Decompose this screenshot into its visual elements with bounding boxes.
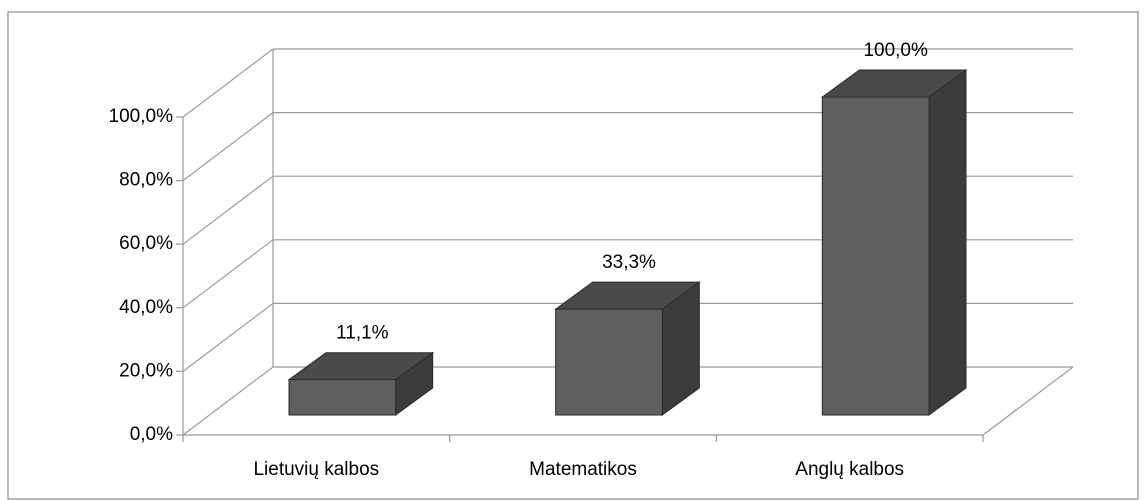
x-tick-label: Lietuvių kalbos	[253, 459, 379, 480]
bar	[555, 308, 663, 416]
grid-line-side	[182, 112, 274, 182]
floor-right	[982, 366, 1074, 436]
bar-side	[928, 69, 967, 416]
chart-frame	[7, 11, 1139, 500]
x-tick-label: Anglų kalbos	[795, 459, 904, 480]
grid-line-side	[182, 366, 274, 436]
y-tick-label: 20,0%	[119, 360, 173, 381]
y-tick-label: 100,0%	[109, 106, 174, 127]
grid-line-side	[182, 175, 274, 245]
bar	[821, 96, 930, 416]
grid-line-side	[182, 48, 274, 118]
grid-line-side	[182, 302, 274, 372]
bar	[288, 379, 397, 416]
y-tick-label: 80,0%	[119, 170, 173, 191]
data-label: 33,3%	[602, 252, 656, 273]
data-label: 11,1%	[336, 323, 389, 344]
y-tick-label: 40,0%	[119, 297, 173, 318]
grid-line-side	[182, 239, 274, 309]
y-tick-label: 60,0%	[119, 233, 173, 254]
x-tick-label: Matematikos	[529, 459, 637, 480]
y-tick-label: 0,0%	[130, 424, 173, 445]
data-label: 100,0%	[863, 40, 928, 61]
